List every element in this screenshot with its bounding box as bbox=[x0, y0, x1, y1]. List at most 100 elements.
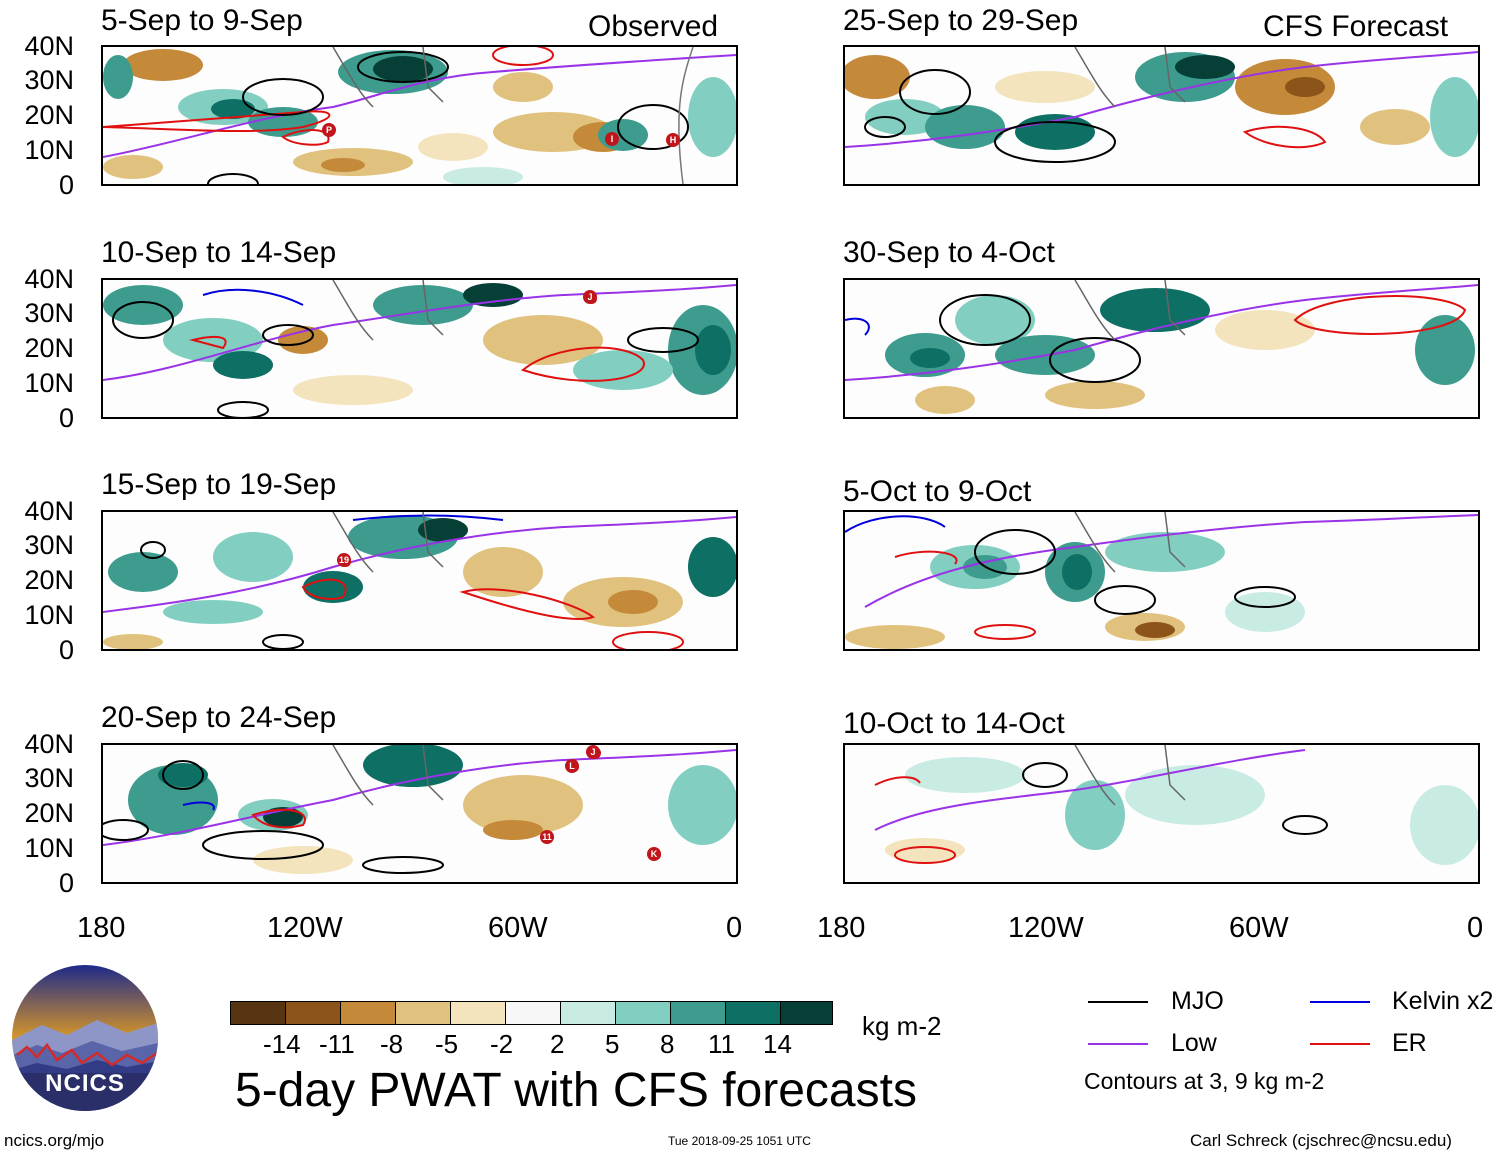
colorbar-tick: -5 bbox=[435, 1029, 459, 1059]
footer-url[interactable]: ncics.org/mjo bbox=[4, 1131, 105, 1150]
x-tick-label: 60W bbox=[1229, 912, 1289, 944]
observed-header: Observed bbox=[588, 10, 719, 43]
storm-marker: J bbox=[583, 290, 597, 304]
map-field bbox=[845, 280, 1478, 414]
colorbar-tick: 11 bbox=[708, 1029, 735, 1059]
storm-marker: I bbox=[605, 132, 619, 146]
colorbar-swatch bbox=[450, 1001, 506, 1025]
map-field bbox=[103, 512, 736, 649]
y-tick-label: 0 bbox=[58, 868, 74, 898]
colorbar-tick: 8 bbox=[660, 1029, 675, 1059]
colorbar-swatch bbox=[725, 1001, 781, 1025]
x-tick-label: 60W bbox=[488, 912, 548, 944]
y-tick-label: 0 bbox=[58, 635, 74, 665]
y-tick-label: 20N bbox=[24, 798, 74, 828]
map-panel-forecast-1 bbox=[843, 45, 1480, 186]
colorbar-tick: 5 bbox=[605, 1029, 620, 1059]
map-field bbox=[845, 47, 1478, 163]
x-tick-label: 120W bbox=[1008, 912, 1084, 944]
y-tick-label: 30N bbox=[24, 763, 74, 793]
figure-title: 5-day PWAT with CFS forecasts bbox=[235, 1064, 917, 1117]
map-field bbox=[103, 745, 736, 874]
x-tick-label: 120W bbox=[267, 912, 343, 944]
map-panel-forecast-4 bbox=[843, 743, 1480, 884]
storm-marker: L bbox=[565, 759, 579, 773]
map-field bbox=[103, 280, 736, 417]
legend-line-low bbox=[1088, 1043, 1148, 1045]
colorbar-unit: kg m-2 bbox=[862, 1011, 942, 1041]
panel-title: 15-Sep to 19-Sep bbox=[101, 468, 337, 501]
legend-note: Contours at 3, 9 kg m-2 bbox=[1084, 1068, 1325, 1094]
colorbar-tick: 14 bbox=[763, 1029, 792, 1059]
logo-text: NCICS bbox=[45, 1070, 125, 1097]
colorbar-swatch bbox=[560, 1001, 616, 1025]
colorbar-tick: -11 bbox=[319, 1029, 355, 1059]
y-tick-label: 40N bbox=[24, 496, 74, 526]
x-tick-label: 0 bbox=[1467, 912, 1484, 944]
map-panel-observed-2 bbox=[101, 278, 738, 419]
map-panel-observed-1 bbox=[101, 45, 738, 186]
panel-title: 30-Sep to 4-Oct bbox=[843, 236, 1055, 269]
y-tick-label: 20N bbox=[24, 100, 74, 130]
y-tick-label: 10N bbox=[24, 833, 74, 863]
storm-marker: K bbox=[647, 847, 661, 861]
logo-emblem bbox=[12, 965, 158, 1111]
storm-marker: 19 bbox=[337, 553, 351, 567]
panel-title: 20-Sep to 24-Sep bbox=[101, 701, 337, 734]
map-panel-observed-3 bbox=[101, 510, 738, 651]
ncics-logo: NCICS bbox=[12, 965, 158, 1111]
colorbar-tick: 2 bbox=[550, 1029, 565, 1059]
storm-marker: J bbox=[586, 745, 600, 759]
colorbar-swatch bbox=[285, 1001, 341, 1025]
x-tick-label: 180 bbox=[817, 912, 866, 944]
legend-label-low: Low bbox=[1171, 1029, 1217, 1057]
map-field bbox=[103, 47, 736, 184]
storm-marker: H bbox=[666, 133, 680, 147]
colorbar-swatch bbox=[615, 1001, 671, 1025]
y-tick-label: 10N bbox=[24, 600, 74, 630]
colorbar-tick: -14 bbox=[263, 1029, 301, 1059]
legend-line-kelvin bbox=[1310, 1001, 1370, 1003]
map-field bbox=[845, 512, 1478, 649]
colorbar-tick: -2 bbox=[490, 1029, 514, 1059]
legend-label-mjo: MJO bbox=[1171, 987, 1224, 1015]
footer-credit: Carl Schreck (cjschrec@ncsu.edu) bbox=[1190, 1131, 1452, 1150]
y-tick-label: 40N bbox=[24, 31, 74, 61]
forecast-header: CFS Forecast bbox=[1263, 10, 1449, 43]
y-tick-label: 10N bbox=[24, 135, 74, 165]
y-tick-label: 20N bbox=[24, 333, 74, 363]
map-panel-forecast-3 bbox=[843, 510, 1480, 651]
x-tick-label: 0 bbox=[726, 912, 743, 944]
colorbar-tick: -8 bbox=[380, 1029, 404, 1059]
y-tick-label: 10N bbox=[24, 368, 74, 398]
y-tick-label: 30N bbox=[24, 298, 74, 328]
x-tick-label: 180 bbox=[77, 912, 126, 944]
panel-title: 5-Oct to 9-Oct bbox=[843, 475, 1032, 508]
colorbar-swatch bbox=[780, 1001, 833, 1025]
footer-timestamp: Tue 2018-09-25 1051 UTC bbox=[668, 1134, 811, 1148]
panel-title: 10-Sep to 14-Sep bbox=[101, 236, 337, 269]
map-panel-observed-4 bbox=[101, 743, 738, 884]
panel-title: 25-Sep to 29-Sep bbox=[843, 4, 1079, 37]
y-tick-label: 0 bbox=[58, 170, 74, 200]
panel-title: 10-Oct to 14-Oct bbox=[843, 707, 1065, 740]
storm-marker: P bbox=[322, 123, 336, 137]
panel-title: 5-Sep to 9-Sep bbox=[101, 4, 303, 37]
storm-marker: 11 bbox=[540, 830, 554, 844]
legend-label-kelvin: Kelvin x2 bbox=[1392, 987, 1494, 1015]
y-tick-label: 30N bbox=[24, 65, 74, 95]
y-tick-label: 0 bbox=[58, 403, 74, 433]
colorbar-swatch bbox=[505, 1001, 561, 1025]
colorbar-swatch bbox=[340, 1001, 396, 1025]
map-field bbox=[874, 745, 1478, 865]
y-tick-label: 30N bbox=[24, 530, 74, 560]
y-tick-label: 40N bbox=[24, 264, 74, 294]
legend-line-mjo bbox=[1088, 1001, 1148, 1003]
colorbar-swatch bbox=[395, 1001, 451, 1025]
colorbar-swatch bbox=[670, 1001, 726, 1025]
legend-label-er: ER bbox=[1392, 1029, 1427, 1057]
map-panel-forecast-2 bbox=[843, 278, 1480, 419]
colorbar-swatch bbox=[230, 1001, 286, 1025]
legend-line-er bbox=[1310, 1043, 1370, 1045]
y-tick-label: 40N bbox=[24, 729, 74, 759]
